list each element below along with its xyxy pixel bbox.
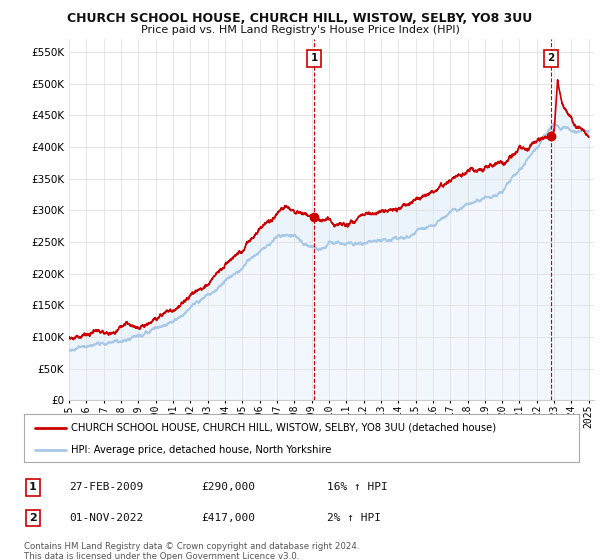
Text: 1: 1 — [29, 482, 37, 492]
Text: 27-FEB-2009: 27-FEB-2009 — [69, 482, 143, 492]
Text: CHURCH SCHOOL HOUSE, CHURCH HILL, WISTOW, SELBY, YO8 3UU (detached house): CHURCH SCHOOL HOUSE, CHURCH HILL, WISTOW… — [71, 423, 496, 433]
Text: CHURCH SCHOOL HOUSE, CHURCH HILL, WISTOW, SELBY, YO8 3UU: CHURCH SCHOOL HOUSE, CHURCH HILL, WISTOW… — [67, 12, 533, 25]
Text: 16% ↑ HPI: 16% ↑ HPI — [327, 482, 388, 492]
Text: HPI: Average price, detached house, North Yorkshire: HPI: Average price, detached house, Nort… — [71, 445, 332, 455]
Text: Price paid vs. HM Land Registry's House Price Index (HPI): Price paid vs. HM Land Registry's House … — [140, 25, 460, 35]
Text: 01-NOV-2022: 01-NOV-2022 — [69, 513, 143, 523]
Text: 1: 1 — [311, 53, 318, 63]
Text: £417,000: £417,000 — [201, 513, 255, 523]
Text: Contains HM Land Registry data © Crown copyright and database right 2024.
This d: Contains HM Land Registry data © Crown c… — [24, 542, 359, 560]
Text: 2: 2 — [29, 513, 37, 523]
Text: £290,000: £290,000 — [201, 482, 255, 492]
Text: 2% ↑ HPI: 2% ↑ HPI — [327, 513, 381, 523]
Text: 2: 2 — [548, 53, 555, 63]
